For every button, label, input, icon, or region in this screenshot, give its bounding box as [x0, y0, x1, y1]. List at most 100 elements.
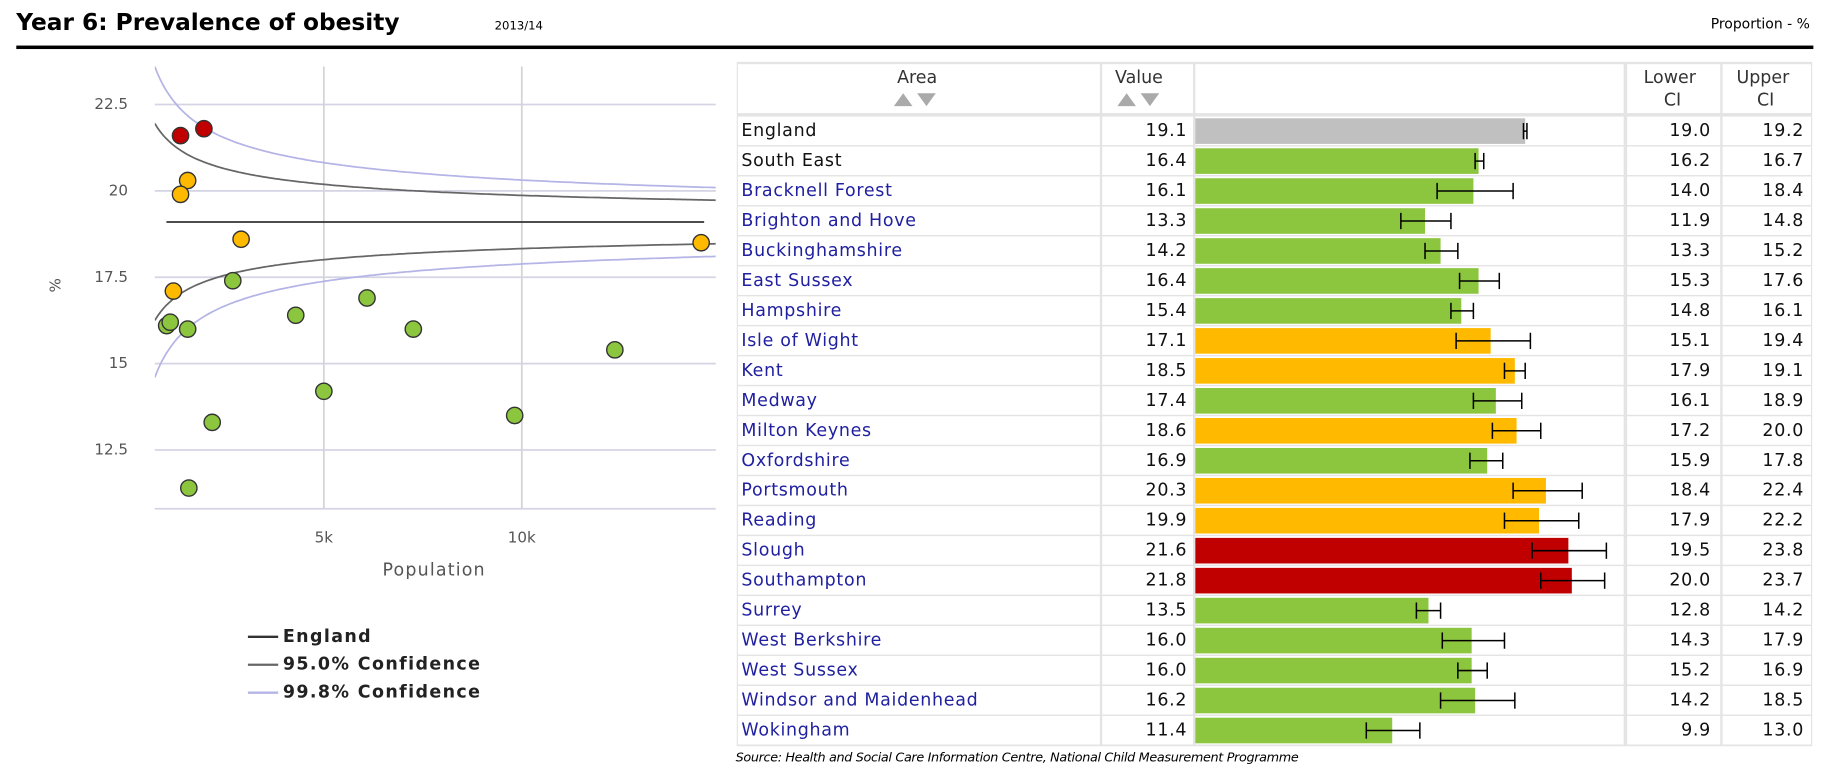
content: 12.5 15 17.5 20 22.5 5k 10k England 95.0% Confid…: [94, 64, 1812, 745]
sort-descending[interactable]: [1140, 93, 1160, 107]
area-name[interactable]: Reading: [741, 511, 817, 531]
area-name[interactable]: Bracknell Forest: [741, 181, 892, 201]
lower-ci: 13.3: [1669, 241, 1711, 261]
upper-ci: 18.4: [1762, 181, 1804, 201]
upper-ci: 17.9: [1762, 631, 1804, 651]
bar: [1195, 447, 1488, 474]
cell: [1102, 386, 1194, 415]
confidence-curve: [154, 122, 716, 202]
cell: [1627, 176, 1721, 206]
cell: [1722, 176, 1812, 206]
cell: [1627, 566, 1721, 595]
area-point: [161, 313, 180, 332]
cell: [1722, 536, 1812, 565]
lower-ci: 14.0: [1669, 181, 1711, 201]
cell: [737, 416, 1100, 445]
value-label: 21.8: [1146, 571, 1188, 591]
bar: [1195, 238, 1441, 264]
cell: [1722, 715, 1812, 745]
area-name[interactable]: Hampshire: [741, 301, 842, 321]
area-point: [171, 185, 190, 204]
upper-ci: 16.9: [1762, 661, 1804, 681]
bar: [1195, 627, 1472, 654]
value-label: 19.9: [1146, 511, 1188, 531]
cell: [737, 596, 1100, 625]
cell: [1722, 206, 1812, 235]
area-point: [171, 126, 190, 145]
area-point: [180, 479, 198, 497]
header-cell: [1627, 64, 1721, 114]
value-label: 13.3: [1146, 211, 1188, 231]
header-cell: [737, 64, 1100, 114]
value-label: 18.5: [1146, 361, 1188, 381]
bar: [1195, 687, 1476, 714]
area-name[interactable]: Kent: [741, 361, 783, 381]
cell: [1722, 266, 1812, 295]
area-name[interactable]: Southampton: [741, 571, 867, 591]
lower-ci: 14.8: [1669, 301, 1711, 321]
area-name[interactable]: Oxfordshire: [741, 451, 850, 471]
area-point: [178, 320, 197, 338]
cell: [1627, 536, 1721, 565]
upper-ci: 17.6: [1762, 271, 1804, 291]
area-point: [605, 340, 624, 359]
area-point: [505, 406, 524, 425]
area-point: [223, 271, 242, 290]
value-label: 11.4: [1146, 721, 1188, 741]
sort-ascending[interactable]: [1117, 93, 1136, 107]
cell: [1627, 386, 1721, 415]
cell: [1627, 116, 1721, 146]
upper-ci: 18.9: [1762, 391, 1804, 411]
area-name[interactable]: West Sussex: [741, 661, 858, 681]
cell: [737, 146, 1100, 176]
upper-ci: 18.5: [1762, 691, 1804, 711]
lower-ci: 17.9: [1669, 511, 1711, 531]
cell: [1102, 416, 1194, 445]
cell: [1722, 146, 1812, 176]
lower-ci: 17.2: [1669, 421, 1711, 441]
sort-descending[interactable]: [917, 93, 936, 107]
column-header: Lower CI: [1644, 68, 1702, 110]
area-name[interactable]: Brighton and Hove: [741, 211, 916, 231]
sort-ascending[interactable]: [893, 93, 913, 107]
cell: [1102, 685, 1194, 715]
cell: [1102, 326, 1194, 355]
cell: [1627, 626, 1721, 655]
area-name[interactable]: Windsor and Maidenhead: [741, 691, 978, 711]
area-name[interactable]: Milton Keynes: [741, 421, 871, 441]
x-tick-label: 10k: [508, 528, 536, 546]
cell: [1102, 656, 1194, 685]
area-name[interactable]: Medway: [741, 391, 817, 411]
value-label: 16.2: [1146, 691, 1188, 711]
cell: [1722, 296, 1812, 325]
cell: [1102, 536, 1194, 565]
lower-ci: 11.9: [1669, 211, 1711, 231]
bar: [1195, 118, 1526, 144]
cell: [1102, 236, 1194, 265]
cell: [1627, 236, 1721, 265]
area-name[interactable]: Surrey: [741, 601, 802, 621]
rule: [16, 45, 1814, 50]
cell: [1102, 176, 1194, 206]
cell: [737, 626, 1100, 655]
upper-ci: 23.7: [1762, 571, 1804, 591]
area-point: [358, 289, 376, 307]
area-name[interactable]: Slough: [741, 541, 805, 561]
upper-ci: 16.1: [1762, 301, 1804, 321]
area-name[interactable]: East Sussex: [741, 271, 853, 291]
lower-ci: 14.3: [1669, 631, 1711, 651]
value-label: 14.2: [1146, 241, 1188, 261]
y-axis-label: %: [46, 278, 64, 292]
area-name[interactable]: Isle of Wight: [741, 331, 858, 351]
lower-ci: 15.2: [1669, 661, 1711, 681]
cell: [1627, 685, 1721, 715]
cell: [1722, 685, 1812, 715]
cell: [1102, 266, 1194, 295]
cell: [737, 566, 1100, 595]
cell: [1627, 356, 1721, 385]
area-name[interactable]: Buckinghamshire: [741, 241, 902, 261]
lower-ci: 15.9: [1669, 451, 1711, 471]
area-name[interactable]: West Berkshire: [741, 631, 882, 651]
area-name[interactable]: Portsmouth: [741, 481, 848, 501]
area-name[interactable]: Wokingham: [741, 721, 850, 741]
